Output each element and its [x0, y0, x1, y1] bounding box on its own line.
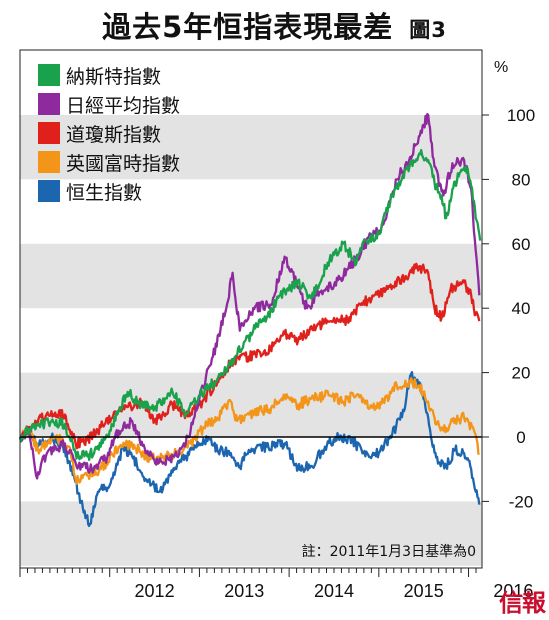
chart-title: 過去5年恒指表現最差 圖3: [0, 4, 549, 46]
chart-title-text: 過去5年恒指表現最差: [102, 10, 394, 44]
legend-label: 道瓊斯指數: [66, 124, 161, 146]
series-lines: [18, 112, 482, 528]
legend-label: 納斯特指數: [66, 66, 161, 88]
x-tick-label: 2016: [493, 581, 533, 601]
y-tick-label: 20: [512, 364, 531, 383]
grid-band: [20, 243, 482, 309]
y-tick-label: 100: [507, 106, 535, 125]
x-tick-label: 2014: [314, 581, 354, 601]
plot-frame: [19, 49, 483, 569]
y-tick-label: 40: [512, 299, 531, 318]
y-tick-label: 60: [512, 235, 531, 254]
series-line: [18, 262, 481, 450]
legend-swatch: [38, 151, 60, 173]
y-tick-label: 80: [512, 170, 531, 189]
series-line: [18, 371, 481, 528]
legend-swatch: [38, 93, 60, 115]
series-line: [18, 148, 482, 462]
legend-label: 恒生指數: [66, 182, 142, 204]
series-line: [18, 377, 481, 485]
publisher-logo: 信報: [499, 588, 546, 617]
legend-label: 日經平均指數: [66, 95, 180, 117]
legend-swatch: [38, 64, 60, 86]
x-axis: 2012 2013 2014 2015 2016: [19, 568, 533, 601]
grid-band: [20, 501, 482, 566]
y-axis: -20 0 20 40 60 80 100: [482, 106, 535, 511]
y-axis-unit: %: [494, 59, 508, 76]
x-tick-label: 2012: [135, 581, 175, 601]
legend-swatch: [38, 122, 60, 144]
legend-swatch: [38, 180, 60, 202]
figure-label: 圖3: [409, 18, 447, 42]
x-tick-label: 2013: [224, 581, 264, 601]
x-tick-label: 2015: [404, 581, 444, 601]
legend-label: 英國富時指數: [66, 153, 180, 175]
y-tick-label: 0: [516, 428, 525, 447]
y-tick-label: -20: [509, 492, 534, 511]
baseline-note: 註：2011年1月3日基準為0: [302, 543, 476, 560]
